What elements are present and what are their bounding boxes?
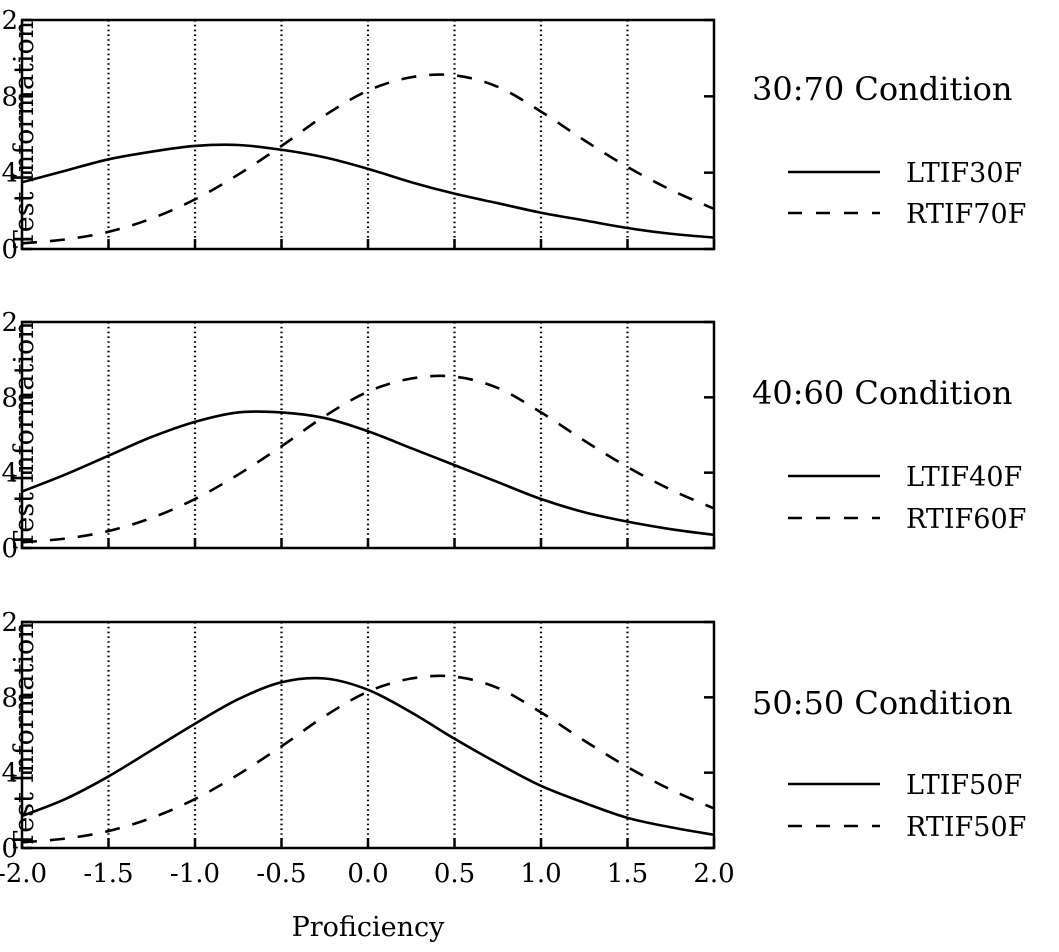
y-axis-title: Test Information <box>9 21 40 248</box>
x-tick-label: 1.5 <box>607 859 648 889</box>
condition-title: 30:70 Condition <box>752 70 1012 108</box>
y-tick-label: 4 <box>1 759 18 789</box>
condition-title: 40:60 Condition <box>752 374 1012 412</box>
legend-label: RTIF60F <box>906 504 1026 535</box>
legend-label: LTIF30F <box>906 158 1022 189</box>
x-axis-title: Proficiency <box>292 912 446 943</box>
chart-panel-1: 0 4 8 12Test Information 30:70 Condition LTIF… <box>0 6 1026 265</box>
y-tick-label: 12 <box>0 608 18 638</box>
x-tick-label: 2.0 <box>693 859 734 889</box>
x-tick-label: 1.0 <box>520 859 561 889</box>
y-tick-label: 4 <box>1 459 18 489</box>
y-tick-label: 0 <box>1 534 18 564</box>
chart-panel-2: 0 4 8 12Test Information 40:60 Condition LTIF… <box>0 308 1026 564</box>
y-tick-label: 12 <box>0 308 18 338</box>
x-tick-label: -1.0 <box>170 859 220 889</box>
x-tick-label: 0.5 <box>434 859 475 889</box>
x-tick-label: -2.0 <box>0 859 47 889</box>
legend-label: RTIF50F <box>906 812 1026 843</box>
legend-label: LTIF40F <box>906 462 1022 493</box>
series-line-rtif60f <box>21 374 715 544</box>
legend-label: LTIF50F <box>906 770 1022 801</box>
series-line-ltif30f <box>21 143 715 239</box>
y-tick-label: 4 <box>1 159 18 189</box>
y-tick-label: 8 <box>1 683 18 713</box>
x-tick-label: -0.5 <box>256 859 306 889</box>
x-tick-label: 0.0 <box>347 859 388 889</box>
legend-label: RTIF70F <box>906 199 1026 230</box>
y-tick-label: 0 <box>1 235 18 265</box>
series-line-ltif50f <box>21 676 715 837</box>
condition-title: 50:50 Condition <box>752 684 1012 722</box>
y-tick-label: 12 <box>0 6 18 36</box>
series-line-rtif50f <box>21 674 715 844</box>
x-tick-label: -1.5 <box>83 859 133 889</box>
y-tick-label: 8 <box>1 82 18 112</box>
y-axis-title: Test Information <box>9 321 40 548</box>
y-tick-label: 8 <box>1 383 18 413</box>
y-tick-label: 0 <box>1 834 18 864</box>
chart-panel-3: 04812-2.0-1.5-1.0-0.50.00.51.01.52.0Test… <box>0 608 1026 943</box>
series-line-ltif40f <box>21 410 715 537</box>
series-line-rtif70f <box>21 73 715 245</box>
